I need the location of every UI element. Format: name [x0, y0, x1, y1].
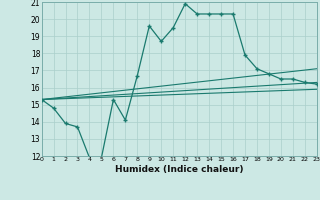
- X-axis label: Humidex (Indice chaleur): Humidex (Indice chaleur): [115, 165, 244, 174]
